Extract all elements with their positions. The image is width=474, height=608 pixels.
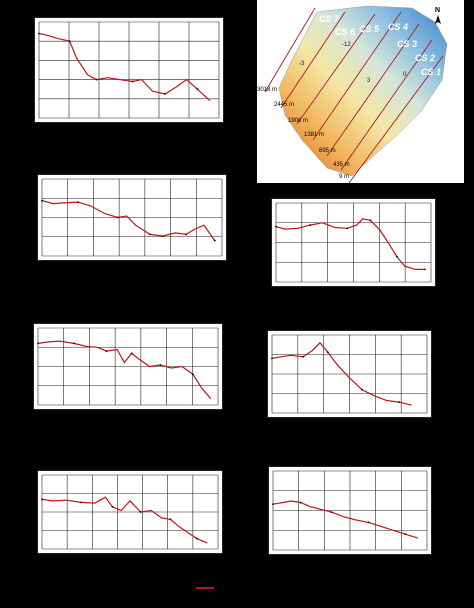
profile-chart-4 [37, 327, 219, 406]
profile-point [196, 88, 199, 91]
profile-point [159, 364, 162, 366]
profile-chart-2 [41, 178, 223, 257]
profile-panel-1 [34, 17, 224, 123]
profile-point [130, 352, 133, 355]
map-svg: CS 7 CS 6 CS 5 CS 4 CS 3 CS 2 CS 1 -12 -… [257, 5, 448, 184]
profile-point [38, 32, 40, 35]
profile-point [398, 401, 400, 403]
profile-line-p7 [272, 500, 418, 539]
profile-point [105, 350, 108, 352]
profile-point [369, 219, 372, 222]
distance-label-6: 435 m [333, 162, 350, 168]
profile-point [116, 216, 119, 219]
profile-point [423, 268, 426, 271]
profile-point [299, 501, 302, 504]
north-label: N [435, 7, 440, 14]
section-line-2 [340, 39, 433, 171]
profile-chart-6 [41, 474, 219, 550]
profile-chart-5 [271, 334, 428, 414]
profile-panel-3 [271, 198, 436, 287]
profile-line-p4 [37, 340, 212, 400]
profile-point [131, 80, 134, 83]
profile-line-p1 [38, 32, 211, 102]
profile-point [169, 518, 172, 521]
profile-point [367, 521, 370, 524]
profile-panel-5 [267, 330, 432, 418]
spot-value-2: -3 [299, 61, 305, 67]
section-line-5 [296, 13, 376, 125]
section-line-6 [280, 11, 346, 109]
profile-point [326, 351, 329, 354]
profile-point [73, 342, 75, 345]
profile-point [79, 501, 82, 504]
profile-point [111, 505, 114, 508]
distance-label-4: 1381 m [304, 132, 324, 138]
profile-point [185, 233, 187, 236]
cs3-label: CS 3 [397, 39, 417, 49]
profile-point [37, 342, 39, 345]
profile-point [302, 355, 304, 358]
cs7-label: CS 7 [319, 14, 340, 24]
distance-label-1: 3018 m [257, 87, 277, 93]
distance-label-3: 1908 m [288, 118, 308, 124]
profile-chart-7 [272, 470, 428, 551]
profile-line-p6 [41, 496, 208, 544]
cs4-label: CS 4 [388, 22, 408, 32]
profile-line-p5 [271, 341, 412, 406]
profile-panel-7 [268, 466, 432, 555]
cs5-label: CS 5 [359, 24, 380, 34]
section-line-1 [348, 55, 444, 184]
profile-point [164, 93, 166, 95]
profile-point [309, 224, 311, 226]
profile-point [41, 199, 43, 202]
cross-section-map: CS 7 CS 6 CS 5 CS 4 CS 3 CS 2 CS 1 -12 -… [257, 0, 464, 184]
profile-point [271, 357, 273, 360]
profile-point [41, 498, 43, 501]
profile-point [77, 201, 79, 203]
profile-panel-4 [33, 323, 223, 410]
spot-value-1: -12 [342, 42, 351, 48]
profile-chart-3 [275, 202, 432, 283]
profile-point [196, 537, 198, 540]
distance-label-2: 2445 m [274, 102, 294, 108]
profile-point [139, 511, 142, 513]
profile-point [95, 78, 98, 81]
section-lines [264, 7, 444, 184]
profile-point [275, 225, 277, 228]
section-line-7 [264, 7, 316, 93]
section-line-4 [312, 11, 402, 141]
profile-line-p3 [275, 218, 425, 271]
cs2-label: CS 2 [415, 53, 435, 63]
cs1-label: CS 1 [421, 67, 441, 77]
profile-point [191, 373, 194, 376]
legend-line [196, 587, 214, 589]
profile-panel-6 [37, 470, 223, 554]
profile-panel-2 [37, 174, 227, 261]
profile-point [361, 388, 363, 391]
profile-point [396, 255, 398, 258]
profile-point [213, 239, 216, 242]
distance-label-7: 9 m [339, 174, 349, 180]
profile-point [330, 511, 333, 513]
profile-point [68, 40, 71, 43]
profile-point [346, 227, 349, 230]
north-arrow-icon: N [435, 7, 441, 24]
spot-value-4: 0 [403, 72, 407, 78]
spot-value-3: 3 [367, 78, 371, 84]
profile-point [404, 533, 407, 536]
profile-point [272, 503, 274, 506]
profile-chart-1 [38, 21, 220, 119]
section-line-3 [326, 23, 420, 157]
distance-label-5: 895 m [319, 148, 336, 154]
profile-point [149, 233, 151, 236]
cs6-label: CS 6 [335, 27, 356, 37]
profile-line-p2 [41, 200, 216, 241]
